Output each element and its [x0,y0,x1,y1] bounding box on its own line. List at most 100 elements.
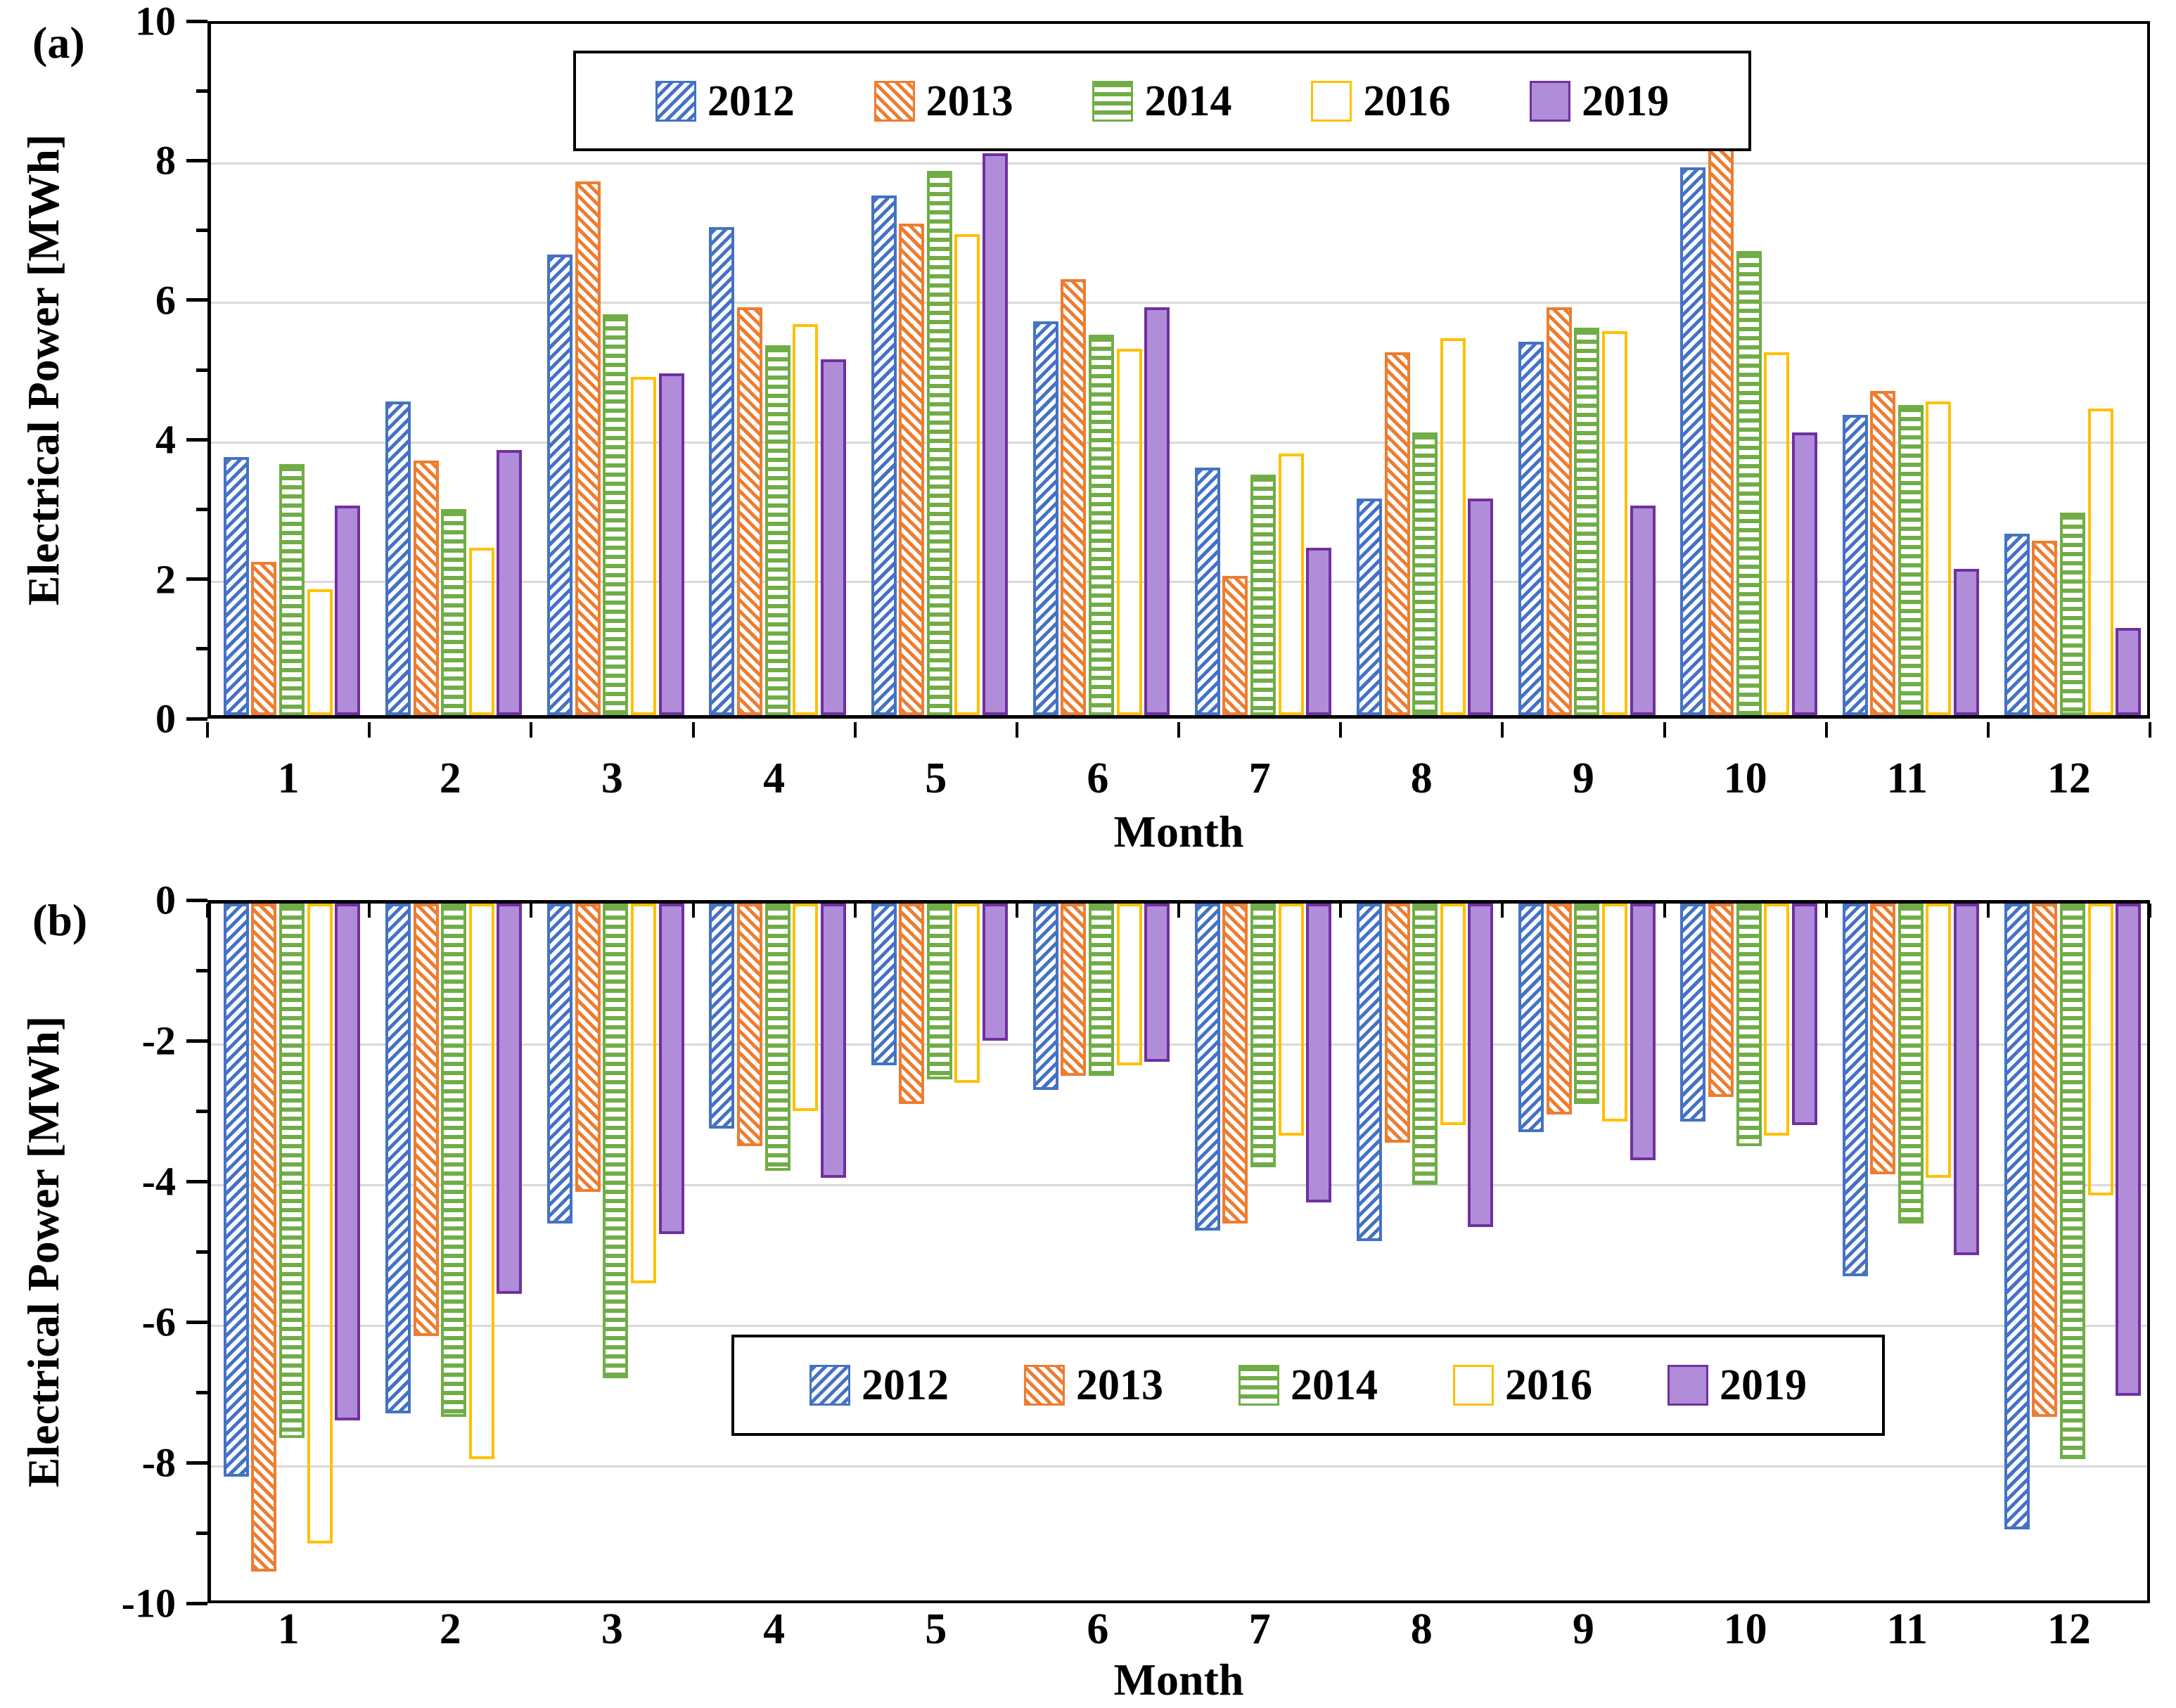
panel-a-y-major-tick [186,437,207,442]
bar-2016-month-4 [793,324,819,715]
panel-b-x-tick-label-12: 12 [2047,1605,2091,1653]
legend-entry-2013: 2013 [873,79,1013,123]
bar-2013-month-10 [1708,904,1734,1097]
bar-2014-month-7 [1250,474,1276,715]
bar-2014-month-8 [1412,904,1438,1185]
bar-2013-month-3 [575,181,601,715]
panel-a-y-tick-label: 8 [155,137,176,184]
bar-2016-month-3 [631,376,657,715]
panel-b-y-minor-tick [196,1390,207,1394]
bar-2012-month-12 [2004,534,2030,715]
bar-2012-month-2 [385,401,411,715]
panel-b-y-major-tick [186,1460,207,1465]
bar-2013-month-3 [575,904,601,1192]
panel-a-x-boundary-tick [2149,722,2151,738]
bar-2013-month-5 [899,904,925,1104]
bar-2019-month-12 [2116,904,2142,1396]
panel-b-x-boundary-tick [1177,904,1180,918]
bar-2016-month-9 [1602,331,1628,715]
bar-2014-month-12 [2059,513,2085,715]
bar-2019-month-11 [1953,568,1979,715]
bar-2016-month-1 [307,904,333,1543]
bar-2019-month-8 [1468,904,1494,1227]
panel-b-x-boundary-tick [206,904,209,918]
bar-2014-month-7 [1250,904,1276,1167]
panel-a-x-boundary-tick [1824,722,1828,738]
bar-2019-month-6 [1144,307,1170,715]
bar-2014-month-10 [1736,251,1762,715]
legend-label-2016: 2016 [1505,1361,1592,1409]
panel-a-x-boundary-tick [530,722,533,738]
panel-a-x-boundary-tick [853,722,857,738]
bar-2012-month-3 [547,255,573,715]
bar-2014-month-11 [1897,404,1924,715]
bar-2019-month-7 [1306,547,1332,715]
bar-2019-month-4 [820,359,846,715]
panel-b-y-minor-tick [196,968,207,972]
panel-b-x-tick-label-1: 1 [277,1605,300,1653]
bar-2014-month-6 [1088,335,1114,715]
legend-label-2014: 2014 [1144,77,1232,125]
legend-entry-2014: 2014 [1092,79,1231,123]
legend-label-2013: 2013 [1076,1361,1163,1409]
panel-b-y-major-tick [186,1320,207,1324]
panel-a-x-boundary-tick [1501,722,1504,738]
bar-2012-month-12 [2004,904,2030,1529]
panel-a-y-major-tick [186,298,207,302]
bar-2013-month-4 [736,904,762,1146]
bar-2012-month-7 [1194,467,1220,715]
panel-a-x-tick-label-6: 6 [1087,755,1109,802]
bar-2019-month-12 [2116,628,2142,715]
bar-2012-month-8 [1357,499,1383,715]
bar-2019-month-5 [982,153,1008,715]
panel-a-y-minor-tick [196,647,207,651]
panel-a-y-tick-label: 2 [155,556,176,603]
panel-b-x-tick-label-6: 6 [1087,1605,1109,1653]
legend-label-2014: 2014 [1291,1361,1378,1409]
panel-a-y-major-tick [186,158,207,162]
bar-2019-month-6 [1144,904,1170,1062]
bar-2012-month-5 [871,904,897,1065]
legend-swatch-2014-icon [1239,1365,1279,1406]
panel-b-x-tick-label-5: 5 [925,1605,947,1653]
bar-2014-month-3 [603,904,629,1378]
panel-b-label: (b) [32,895,88,945]
panel-a-y-axis-title: Electrical Power [MWh] [18,134,68,606]
bar-2014-month-6 [1088,904,1114,1076]
legend-swatch-2012-icon [809,1365,850,1406]
panel-a-y-minor-tick [196,507,207,511]
panel-a-x-tick-label-3: 3 [601,755,623,802]
bar-2012-month-9 [1518,904,1544,1132]
legend-entry-2019: 2019 [1530,79,1669,123]
legend-swatch-2013-icon [1024,1365,1065,1406]
bar-2016-month-11 [1926,401,1952,715]
panel-b-y-tick-label: -8 [141,1439,176,1486]
panel-b-y-tick-label: -10 [121,1580,176,1626]
panel-b-y-tick-label: 0 [155,877,176,923]
panel-b-x-tick-label-4: 4 [763,1605,786,1653]
bar-2014-month-8 [1412,432,1438,715]
bar-2013-month-8 [1384,904,1410,1143]
panel-a-legend: 2012 2013 2014 2016 2019 [573,51,1751,151]
legend-label-2019: 2019 [1582,77,1670,125]
panel-b-x-boundary-tick [368,904,371,918]
panel-b-x-boundary-tick [1663,904,1666,918]
panel-a-y-tick-label: 0 [155,695,176,742]
bar-2012-month-3 [547,904,573,1224]
panel-a-x-tick-label-1: 1 [277,755,300,802]
legend-entry-2019: 2019 [1668,1363,1807,1407]
legend-label-2012: 2012 [862,1361,949,1409]
panel-a-y-minor-tick [196,89,207,93]
bar-2013-month-5 [899,223,925,715]
panel-a-x-tick-label-12: 12 [2047,755,2091,802]
panel-a-plot-area [207,21,2150,719]
panel-a-x-boundary-tick [1986,722,1990,738]
bar-2014-month-11 [1897,904,1924,1224]
panel-a-y-tick-label: 4 [155,416,176,463]
panel-b-x-boundary-tick [1339,904,1343,918]
panel-a-y-tick-label: 6 [155,277,176,323]
bar-2013-month-2 [413,904,439,1336]
bar-2016-month-5 [954,904,980,1083]
bar-2019-month-7 [1306,904,1332,1202]
panel-b-y-major-tick [186,1039,207,1043]
